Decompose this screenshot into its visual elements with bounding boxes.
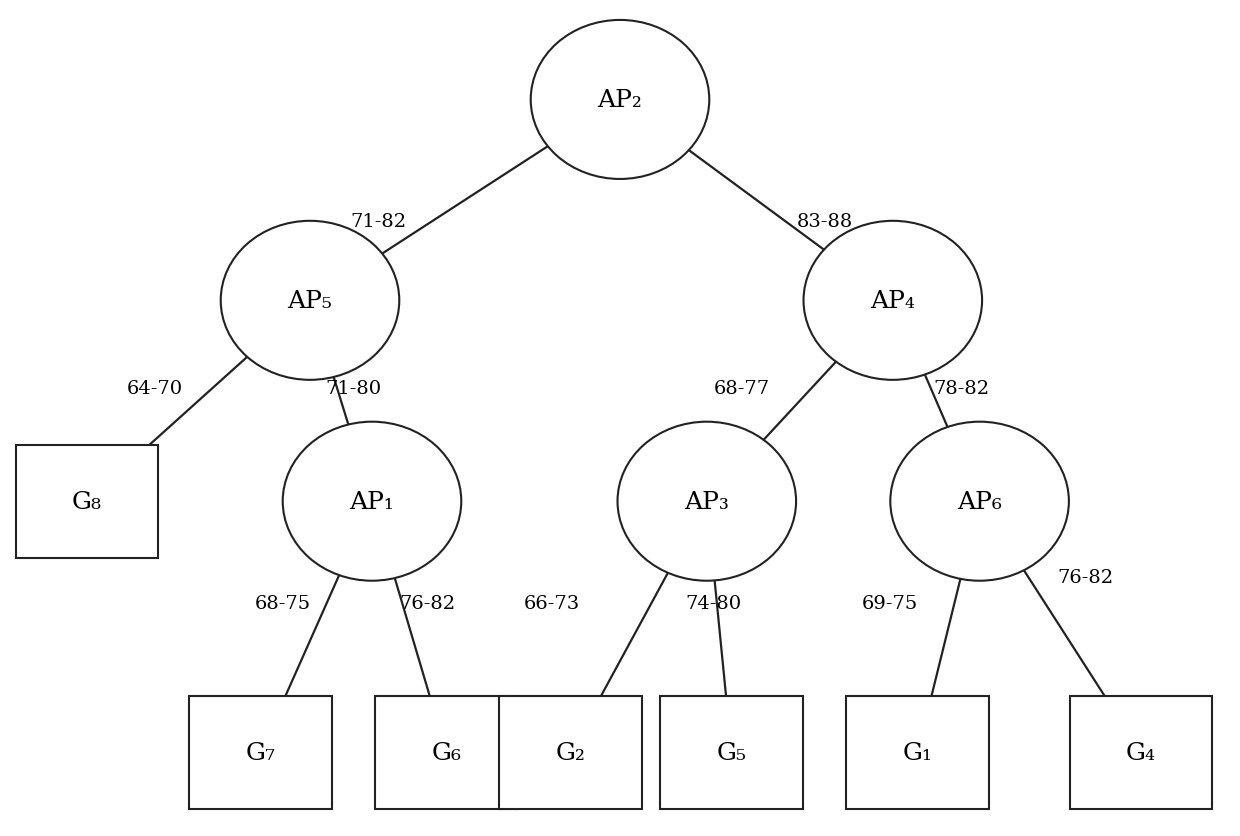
Ellipse shape xyxy=(531,21,709,180)
Text: G₇: G₇ xyxy=(246,741,275,764)
Text: 66-73: 66-73 xyxy=(523,594,580,613)
Ellipse shape xyxy=(890,422,1069,581)
Text: G₆: G₆ xyxy=(432,741,461,764)
Bar xyxy=(1069,696,1211,809)
Text: 64-70: 64-70 xyxy=(126,380,184,398)
Text: 69-75: 69-75 xyxy=(862,594,919,613)
Text: 71-80: 71-80 xyxy=(325,380,382,398)
Text: G₅: G₅ xyxy=(717,741,746,764)
Text: G₁: G₁ xyxy=(903,741,932,764)
Text: AP₆: AP₆ xyxy=(957,490,1002,513)
Text: G₂: G₂ xyxy=(556,741,585,764)
Text: 68-75: 68-75 xyxy=(254,594,311,613)
Text: 74-80: 74-80 xyxy=(684,594,742,613)
Ellipse shape xyxy=(804,222,982,380)
Text: AP₄: AP₄ xyxy=(870,289,915,313)
Text: 68-77: 68-77 xyxy=(713,380,770,398)
Text: 83-88: 83-88 xyxy=(796,212,853,231)
Text: G₈: G₈ xyxy=(72,490,102,513)
Text: AP₃: AP₃ xyxy=(684,490,729,513)
Bar xyxy=(847,696,990,809)
Bar xyxy=(374,696,518,809)
Text: 76-82: 76-82 xyxy=(1056,568,1114,586)
Bar xyxy=(660,696,804,809)
Text: 78-82: 78-82 xyxy=(932,380,990,398)
Text: AP₁: AP₁ xyxy=(350,490,394,513)
Text: G₄: G₄ xyxy=(1126,741,1156,764)
Text: 76-82: 76-82 xyxy=(399,594,456,613)
Ellipse shape xyxy=(618,422,796,581)
Bar xyxy=(16,445,159,558)
Text: AP₂: AP₂ xyxy=(598,89,642,112)
Text: 71-82: 71-82 xyxy=(350,212,407,231)
Bar xyxy=(500,696,642,809)
Ellipse shape xyxy=(221,222,399,380)
Bar xyxy=(188,696,332,809)
Ellipse shape xyxy=(283,422,461,581)
Text: AP₅: AP₅ xyxy=(288,289,332,313)
